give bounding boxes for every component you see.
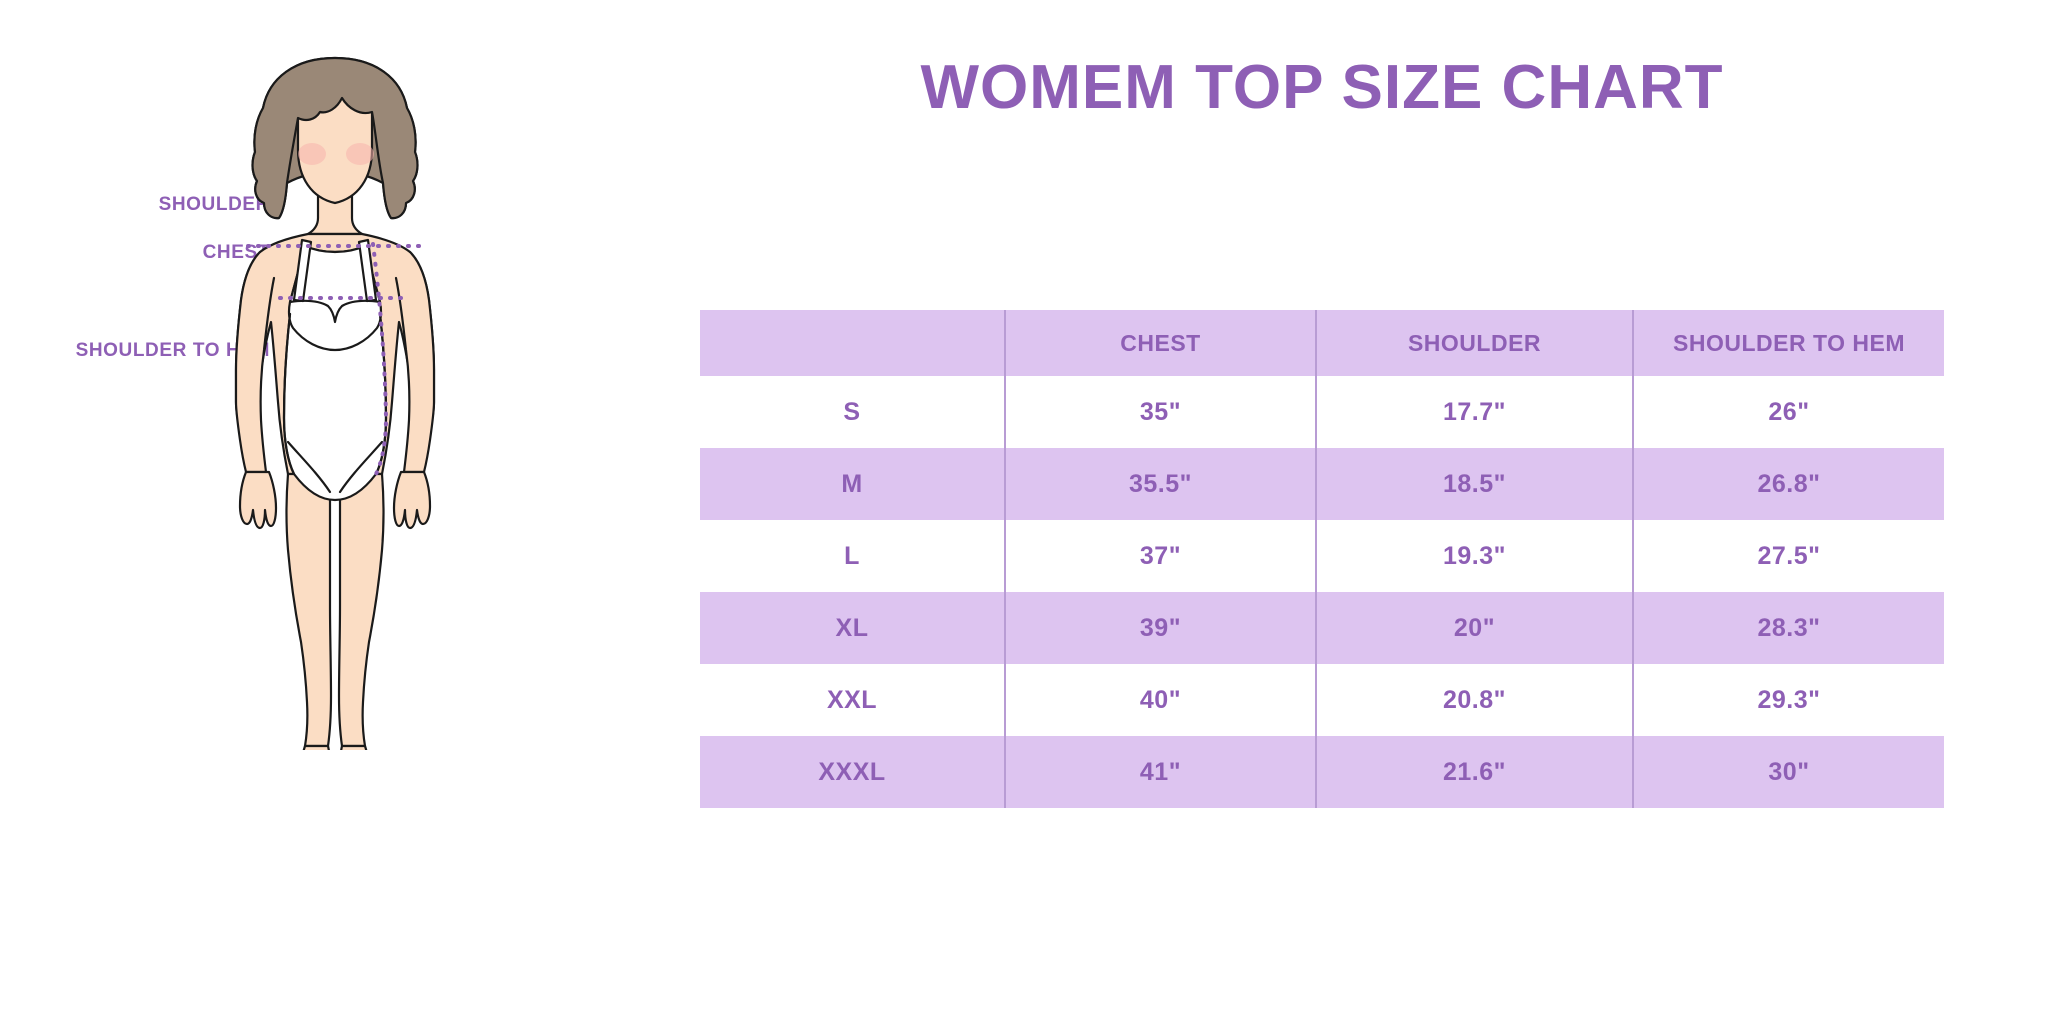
foot-right (340, 744, 368, 750)
blush-right (346, 143, 374, 165)
hair-front (251, 56, 419, 220)
garment-leg-opening-left (286, 440, 332, 494)
garment-neckline (288, 244, 382, 324)
cell-shoulder-to-hem: 28.3" (1632, 592, 1944, 664)
table-row: XXXL 41" 21.6" 30" (700, 736, 1944, 808)
page-title: WOMEM TOP SIZE CHART (920, 53, 1724, 122)
figure-panel: SHOULDER CHEST SHOULDER TO HEM (0, 0, 700, 1024)
table-header: CHEST SHOULDER SHOULDER TO HEM (700, 310, 1944, 376)
table-body: S 35" 17.7" 26" M 35.5" 18.5" 26.8" L 37… (700, 376, 1944, 808)
measure-label-shoulder-to-hem: SHOULDER TO HEM (75, 340, 270, 361)
cell-shoulder-to-hem: 29.3" (1632, 664, 1944, 736)
cell-size: XL (835, 613, 869, 642)
column-header-size (700, 310, 1005, 376)
hand-left (238, 470, 278, 530)
cell-shoulder: 20" (1315, 592, 1633, 664)
table-row: XXL 40" 20.8" 29.3" (700, 664, 1944, 736)
chart-panel: WOMEM TOP SIZE CHART CHEST SHOULDER SHOU… (700, 0, 2048, 1024)
cell-shoulder: 20.8" (1315, 664, 1633, 736)
cell-shoulder-to-hem: 30" (1632, 736, 1944, 808)
arm-left (234, 250, 276, 474)
garment-strap-right (357, 238, 378, 303)
cell-shoulder: 17.7" (1315, 376, 1633, 448)
cell-chest: 35.5" (1004, 448, 1316, 520)
column-header-shoulder: SHOULDER (1315, 310, 1633, 376)
garment-side-left (282, 312, 296, 476)
leg-right (337, 472, 385, 748)
cell-size: S (843, 397, 861, 426)
garment-strap-left (292, 238, 313, 303)
body-illustration (234, 56, 436, 750)
cell-chest: 37" (1004, 520, 1316, 592)
cell-shoulder-to-hem: 26" (1632, 376, 1944, 448)
measure-label-shoulder: SHOULDER (158, 194, 270, 215)
table-row: M 35.5" 18.5" 26.8" (700, 448, 1944, 520)
table-row: XL 39" 20" 28.3" (700, 592, 1944, 664)
cell-size: XXXL (818, 757, 886, 786)
size-chart-table: CHEST SHOULDER SHOULDER TO HEM S 35" 17.… (700, 310, 1944, 808)
measure-label-chest: CHEST (202, 242, 270, 263)
table-row: L 37" 19.3" 27.5" (700, 520, 1944, 592)
cell-shoulder-to-hem: 27.5" (1632, 520, 1944, 592)
cell-chest: 39" (1004, 592, 1316, 664)
cell-size: M (841, 469, 863, 498)
cell-size: XXL (826, 685, 878, 714)
garment-leg-opening-right (338, 440, 384, 494)
leg-left (285, 472, 333, 748)
cell-shoulder: 18.5" (1315, 448, 1633, 520)
cell-size: L (844, 541, 860, 570)
table-row: S 35" 17.7" 26" (700, 376, 1944, 448)
cell-chest: 35" (1004, 376, 1316, 448)
cell-chest: 40" (1004, 664, 1316, 736)
foot-left (302, 744, 330, 750)
cell-shoulder-to-hem: 26.8" (1632, 448, 1944, 520)
column-header-shoulder-to-hem: SHOULDER TO HEM (1632, 310, 1944, 376)
guide-shoulder-to-hem (371, 242, 388, 476)
table-header-row: CHEST SHOULDER SHOULDER TO HEM (700, 310, 1944, 376)
arm-right (394, 250, 436, 474)
hand-right (392, 470, 432, 530)
blush-left (298, 143, 326, 165)
cell-chest: 41" (1004, 736, 1316, 808)
cell-shoulder: 19.3" (1315, 520, 1633, 592)
cell-shoulder: 21.6" (1315, 736, 1633, 808)
column-header-chest: CHEST (1004, 310, 1316, 376)
